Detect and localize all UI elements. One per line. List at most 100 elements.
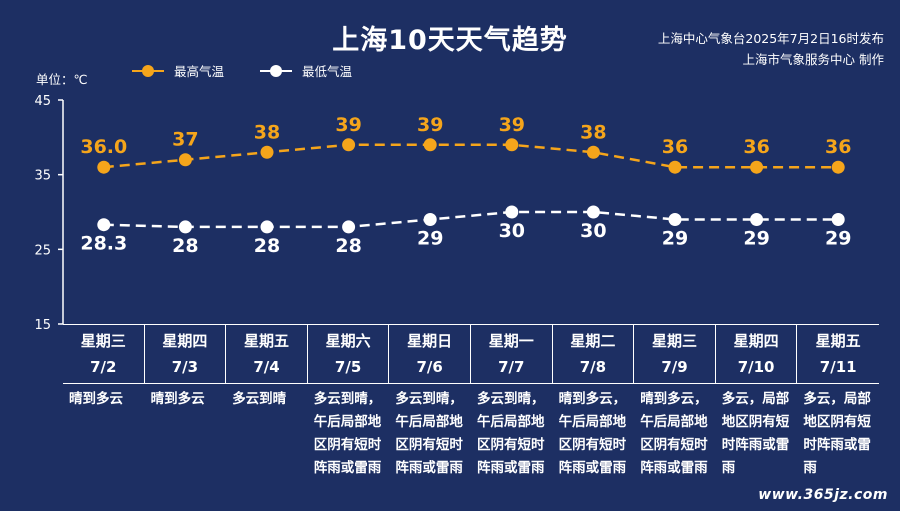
data-label-low: 29 [417,227,443,249]
data-label-low: 30 [499,220,525,242]
data-label-high: 36 [743,136,769,158]
day-cell: 星期四 7/10 [716,325,798,383]
day-cell: 星期三 7/2 [63,325,145,383]
date-label: 7/8 [579,358,607,376]
data-point-high [97,160,111,174]
day-cell: 星期六 7/5 [308,325,390,383]
day-cell: 星期日 7/6 [389,325,471,383]
series-line-high [103,143,839,169]
weekday-label: 星期六 [325,332,371,350]
data-point-low [831,212,845,226]
data-label-high: 36 [662,136,688,158]
data-label-high: 38 [254,121,280,143]
data-label-high: 36 [825,136,851,158]
weather-description: 多云，局部地区阴有短时阵雨或雷雨 [721,391,790,476]
day-cell: 星期二 7/8 [553,325,635,383]
weather-description: 多云到晴，午后局部地区阴有短时阵雨或雷雨 [476,391,545,476]
weekday-label: 星期日 [407,332,453,350]
data-label-low: 28 [254,235,280,257]
data-label-low: 29 [662,227,688,249]
weekday-label: 星期一 [488,332,534,350]
data-label-high: 36.0 [80,136,127,158]
date-label: 7/7 [498,358,525,376]
data-point-high [260,145,274,159]
data-label-high: 38 [580,121,606,143]
day-header-grid: 星期三 7/2 星期四 7/3 星期五 7/4 星期六 7/5 星期日 7/6 星期一 7/7 星期二 7… [63,324,879,384]
y-tick-label: 15 [34,318,51,330]
watermark: www.365jz.com [758,487,888,503]
data-point-high [668,160,682,174]
data-point-high [342,138,356,152]
weather-description: 晴到多云，午后局部地区阴有短时阵雨或雷雨 [640,391,708,476]
legend-item-high: 最高气温 [132,61,224,80]
date-label: 7/6 [416,358,443,376]
weather-description: 多云到晴，午后局部地区阴有短时阵雨或雷雨 [395,391,463,476]
day-cell: 星期五 7/11 [797,325,879,383]
day-cell: 星期五 7/4 [226,325,308,383]
date-label: 7/11 [819,358,857,376]
weekday-label: 星期四 [733,332,779,350]
data-label-low: 28 [335,235,361,257]
weather-description: 晴到多云 [150,391,205,407]
unit-label: 单位：℃ [36,72,88,87]
data-point-low [260,220,274,234]
data-point-low [342,220,356,234]
publisher-line-1: 上海中心气象台2025年7月2日16时发布 [657,31,884,46]
day-cell: 星期四 7/3 [145,325,227,383]
y-tick-label: 35 [34,169,51,184]
weekday-label: 星期五 [243,332,289,350]
weekday-label: 星期四 [162,332,208,350]
data-label-low: 29 [825,227,851,249]
legend-label-low: 最低气温 [302,64,353,79]
weekday-label: 星期三 [651,332,697,350]
date-label: 7/9 [661,358,688,376]
legend-item-low: 最低气温 [260,61,352,80]
data-label-low: 30 [580,220,606,242]
weather-description: 晴到多云，午后局部地区阴有短时阵雨或雷雨 [558,391,627,476]
data-point-low [586,205,600,219]
day-cell: 星期一 7/7 [471,325,553,383]
date-label: 7/2 [90,358,117,376]
publisher-line-2: 上海市气象服务中心 制作 [742,52,884,67]
data-point-high [505,138,519,152]
data-point-high [178,153,192,167]
weather-description: 多云到晴 [232,391,287,407]
data-point-low [750,212,764,226]
page-title: 上海10天天气趋势 [332,25,568,56]
data-label-low: 29 [743,227,769,249]
date-label: 7/4 [253,358,280,376]
data-label-high: 39 [335,114,361,136]
data-label-low: 28.3 [80,233,127,255]
data-point-high [831,160,845,174]
chart-legend: 最高气温 最低气温 [132,61,352,80]
legend-swatch-high [132,64,164,77]
weather-description: 多云，局部地区阴有短时阵雨或雷雨 [803,391,871,476]
temperature-chart: 15 25 35 45 36.0 37 38 39 39 39 38 36 36 36 28.3 28 28 28… [34,94,851,330]
y-tick-label: 25 [34,243,51,258]
weekday-label: 星期五 [815,332,861,350]
data-point-high [750,160,764,174]
data-label-high: 39 [417,114,443,136]
publisher-info: 上海中心气象台2025年7月2日16时发布 上海市气象服务中心 制作 [658,28,884,70]
weather-description-grid: 晴到多云 晴到多云 多云到晴 多云到晴，午后局部地区阴有短时阵雨或雷雨 多云到晴，午后局… [63,388,879,480]
weekday-label: 星期三 [80,332,126,350]
data-label-high: 37 [172,129,198,151]
weather-description: 多云到晴，午后局部地区阴有短时阵雨或雷雨 [313,391,382,476]
data-point-low [668,212,682,226]
series-line-low [103,210,839,229]
data-point-low [97,218,111,232]
data-label-high: 39 [499,114,525,136]
date-label: 7/5 [334,358,362,376]
date-label: 7/3 [171,358,199,376]
weather-description: 晴到多云 [69,391,123,407]
data-point-high [586,145,600,159]
data-point-low [423,212,437,226]
legend-label-high: 最高气温 [174,64,225,79]
legend-swatch-low [260,64,293,77]
date-label: 7/10 [737,358,775,376]
y-tick-label: 45 [34,94,51,109]
data-point-high [423,138,437,152]
data-point-low [505,205,519,219]
day-cell: 星期三 7/9 [634,325,716,383]
data-label-low: 28 [172,235,198,257]
